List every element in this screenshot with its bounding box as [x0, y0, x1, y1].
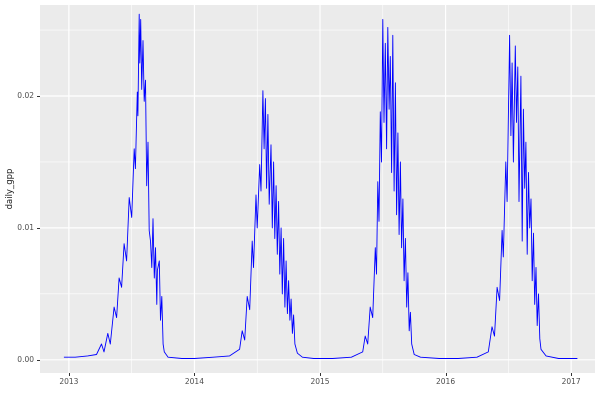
x-tick-mark — [445, 373, 447, 376]
y-tick-label: 0.01 — [17, 222, 34, 232]
y-tick-label: 0.02 — [17, 91, 34, 100]
y-tick-mark — [37, 227, 40, 229]
x-tick-mark — [320, 373, 321, 376]
x-tick-label: 2014 — [184, 377, 204, 386]
x-tick-mark — [68, 373, 70, 376]
x-tick-label: 2015 — [310, 377, 330, 386]
y-tick-mark — [37, 96, 40, 97]
plot-panel — [40, 5, 595, 373]
plot-canvas — [40, 5, 595, 373]
gpp-line — [63, 13, 578, 359]
y-axis-title: daily_gpp — [5, 168, 15, 210]
y-tick-label: 0.00 — [17, 354, 34, 364]
x-tick-mark — [194, 373, 196, 376]
x-tick-label: 2017 — [561, 377, 581, 386]
y-tick-mark — [37, 359, 40, 361]
x-tick-mark — [571, 373, 573, 376]
x-tick-label: 2016 — [436, 377, 456, 386]
x-tick-label: 2013 — [59, 377, 79, 386]
